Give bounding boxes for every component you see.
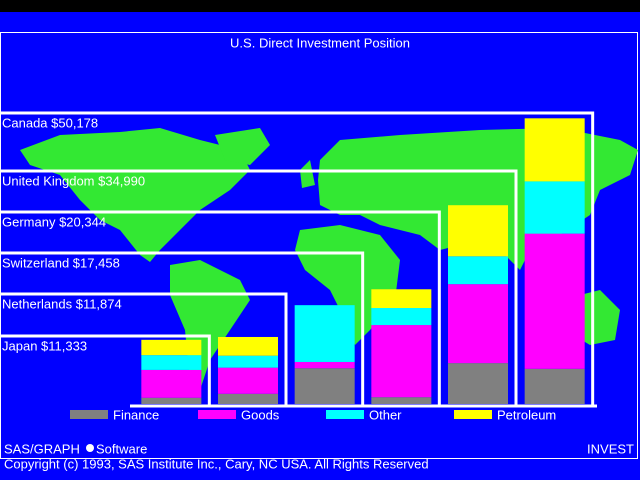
- legend-swatch: [70, 410, 108, 419]
- bar-segment: [141, 397, 202, 404]
- bar-segment: [294, 361, 355, 369]
- category-label: Switzerland $17,458: [2, 255, 120, 270]
- bar-segment: [448, 205, 508, 257]
- label-leader: [0, 169, 518, 406]
- category-label: Germany $20,344: [2, 214, 106, 229]
- bar-segment: [141, 339, 202, 356]
- sas-logo: [86, 444, 94, 452]
- legend-label: Petroleum: [497, 407, 556, 422]
- label-leader: [0, 334, 211, 406]
- bar-segment: [371, 397, 432, 404]
- bar-segment: [141, 355, 202, 370]
- bar-segment: [371, 325, 432, 398]
- bar-segment: [524, 368, 585, 404]
- legend: Finance Goods Other Petroleum: [70, 407, 556, 422]
- bar-segment: [218, 367, 278, 394]
- bar-segment: [448, 363, 508, 404]
- bar-segment: [218, 336, 278, 356]
- footer-right: INVEST: [587, 441, 634, 456]
- legend-swatch: [198, 410, 236, 419]
- bar-segment: [448, 284, 508, 364]
- legend-label: Finance: [113, 407, 159, 422]
- bar-segment: [294, 305, 355, 362]
- legend-swatch: [326, 410, 364, 419]
- category-label: United Kingdom $34,990: [2, 173, 145, 188]
- bar-segment: [448, 256, 508, 285]
- bar-segment: [524, 118, 585, 182]
- bar-segment: [218, 355, 278, 368]
- bar-segment: [524, 181, 585, 234]
- bar-segment: [294, 368, 355, 404]
- bar-segment: [371, 308, 432, 326]
- bar-segment: [371, 289, 432, 309]
- bar-segment: [141, 369, 202, 398]
- label-leader: [0, 251, 365, 406]
- legend-swatch: [454, 410, 492, 419]
- label-leader: [0, 292, 288, 406]
- label-leader: [0, 210, 441, 406]
- chart-title: U.S. Direct Investment Position: [230, 35, 410, 50]
- category-label: Canada $50,178: [2, 115, 98, 130]
- footer-left: SAS/GRAPH: [4, 441, 80, 456]
- category-label: Japan $11,333: [2, 338, 87, 353]
- frame: [0, 32, 638, 459]
- copyright: Copyright (c) 1993, SAS Institute Inc., …: [4, 456, 429, 471]
- legend-label: Goods: [241, 407, 280, 422]
- footer-left: Software: [96, 441, 147, 456]
- bar-segment: [524, 233, 585, 369]
- category-label: Netherlands $11,874: [2, 296, 122, 311]
- label-leader: [0, 111, 595, 406]
- bar-segment: [218, 393, 278, 404]
- legend-label: Other: [369, 407, 402, 422]
- plot: Japan $11,333 Netherlands $11,874 Switzerl…: [0, 111, 595, 406]
